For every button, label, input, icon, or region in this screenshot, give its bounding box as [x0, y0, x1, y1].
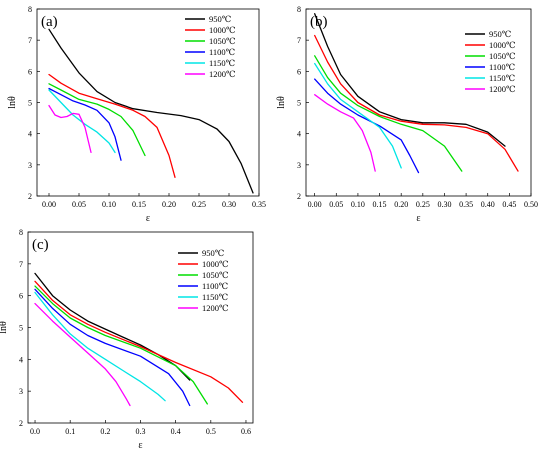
x-axis-label: ε — [138, 440, 142, 451]
legend-label-1050: 1050℃ — [209, 36, 236, 46]
series-line-1150 — [314, 62, 402, 169]
series-line-1200 — [314, 94, 376, 172]
legend-label-1150: 1150℃ — [202, 292, 228, 302]
series-line-1000 — [34, 280, 244, 403]
x-tick-label: 0.35 — [252, 200, 266, 209]
series-line-1000 — [314, 34, 519, 172]
y-tick-label: 8 — [297, 5, 301, 14]
x-tick-label: 0.25 — [192, 200, 206, 209]
series-line-950 — [34, 272, 191, 381]
legend-label-1000: 1000℃ — [489, 40, 516, 50]
x-tick-label: 0.1 — [65, 427, 75, 436]
x-tick-label: 0.10 — [351, 200, 365, 209]
legend-label-1050: 1050℃ — [489, 51, 516, 61]
legend-label-950: 950℃ — [489, 29, 511, 39]
x-tick-label: 0.30 — [437, 200, 451, 209]
x-tick-label: 0.15 — [132, 200, 146, 209]
x-tick-label: 0.2 — [100, 427, 110, 436]
series-line-1000 — [48, 73, 176, 178]
y-tick-label: 2 — [19, 419, 23, 428]
y-tick-label: 5 — [297, 99, 301, 108]
x-tick-label: 0.40 — [481, 200, 495, 209]
y-tick-label: 8 — [28, 5, 32, 14]
x-tick-label: 0.20 — [394, 200, 408, 209]
y-tick-label: 5 — [28, 99, 32, 108]
series-line-950 — [314, 13, 506, 147]
chart-panel-2: 0.00 0.05 0.10 0.15 0.20 0.25 0.30 0.35 0.40 0.45… — [276, 5, 538, 224]
y-tick-label: 8 — [19, 228, 23, 237]
x-tick-label: 0.0 — [30, 427, 40, 436]
x-tick-label: 0.10 — [102, 200, 116, 209]
y-tick-label: 4 — [297, 130, 301, 139]
x-tick-label: 0.05 — [72, 200, 86, 209]
x-tick-label: 0.00 — [308, 200, 322, 209]
y-tick-label: 3 — [297, 161, 301, 170]
legend-label-1000: 1000℃ — [209, 25, 236, 35]
legend-label-1200: 1200℃ — [489, 84, 516, 94]
series-line-1200 — [48, 104, 92, 154]
series-line-1050 — [48, 83, 146, 157]
legend-label-1150: 1150℃ — [489, 73, 515, 83]
x-tick-label: 0.6 — [241, 427, 251, 436]
series-line-1150 — [34, 291, 166, 402]
y-tick-label: 7 — [297, 36, 301, 45]
legend-label-950: 950℃ — [202, 248, 224, 258]
series-line-1050 — [314, 55, 463, 172]
y-tick-label: 5 — [19, 324, 23, 333]
panel-label: (b) — [310, 14, 328, 30]
legend-label-1100: 1100℃ — [209, 47, 235, 57]
x-tick-label: 0.25 — [416, 200, 430, 209]
x-tick-label: 0.4 — [171, 427, 181, 436]
series-line-1050 — [34, 285, 208, 405]
panel-label: (a) — [41, 14, 58, 30]
x-tick-label: 0.05 — [329, 200, 343, 209]
x-tick-label: 0.30 — [222, 200, 236, 209]
legend-label-1200: 1200℃ — [202, 303, 229, 313]
series-line-1150 — [48, 89, 116, 154]
y-axis-label: lnθ — [0, 321, 9, 334]
x-tick-label: 0.35 — [459, 200, 473, 209]
legend-label-1000: 1000℃ — [202, 259, 229, 269]
y-tick-label: 2 — [28, 192, 32, 201]
legend-label-1150: 1150℃ — [209, 58, 235, 68]
y-tick-label: 2 — [297, 192, 301, 201]
x-axis-label: ε — [416, 213, 420, 224]
x-tick-label: 0.20 — [162, 200, 176, 209]
legend-label-950: 950℃ — [209, 14, 231, 24]
x-tick-label: 0.45 — [502, 200, 516, 209]
x-tick-label: 0.3 — [136, 427, 146, 436]
y-axis-label: lnθ — [7, 96, 18, 109]
series-line-1100 — [34, 288, 191, 407]
chart-panel-1: 0.00 0.05 0.10 0.15 0.20 0.25 0.30 0.35 2 3 4 5 6 7 8 ε… — [7, 5, 266, 224]
y-tick-label: 7 — [19, 260, 23, 269]
y-tick-label: 6 — [28, 67, 32, 76]
legend-label-1100: 1100℃ — [202, 281, 228, 291]
x-tick-label: 0.00 — [42, 200, 56, 209]
x-tick-label: 0.5 — [206, 427, 216, 436]
y-tick-label: 3 — [28, 161, 32, 170]
x-axis-label: ε — [146, 213, 150, 224]
legend-label-1050: 1050℃ — [202, 270, 229, 280]
series-line-1100 — [48, 87, 122, 161]
series-line-950 — [48, 28, 254, 194]
series-line-1100 — [314, 78, 420, 174]
y-tick-label: 7 — [28, 36, 32, 45]
y-tick-label: 6 — [19, 292, 23, 301]
y-tick-label: 4 — [28, 130, 32, 139]
y-tick-label: 4 — [19, 355, 23, 364]
x-tick-label: 0.15 — [373, 200, 387, 209]
series-line-1200 — [34, 302, 131, 407]
y-tick-label: 6 — [297, 67, 301, 76]
y-tick-label: 3 — [19, 387, 23, 396]
x-tick-label: 0.50 — [524, 200, 538, 209]
legend-label-1100: 1100℃ — [489, 62, 515, 72]
y-axis-label: lnθ — [276, 96, 287, 109]
legend-label-1200: 1200℃ — [209, 69, 236, 79]
panel-label: (c) — [32, 237, 49, 253]
